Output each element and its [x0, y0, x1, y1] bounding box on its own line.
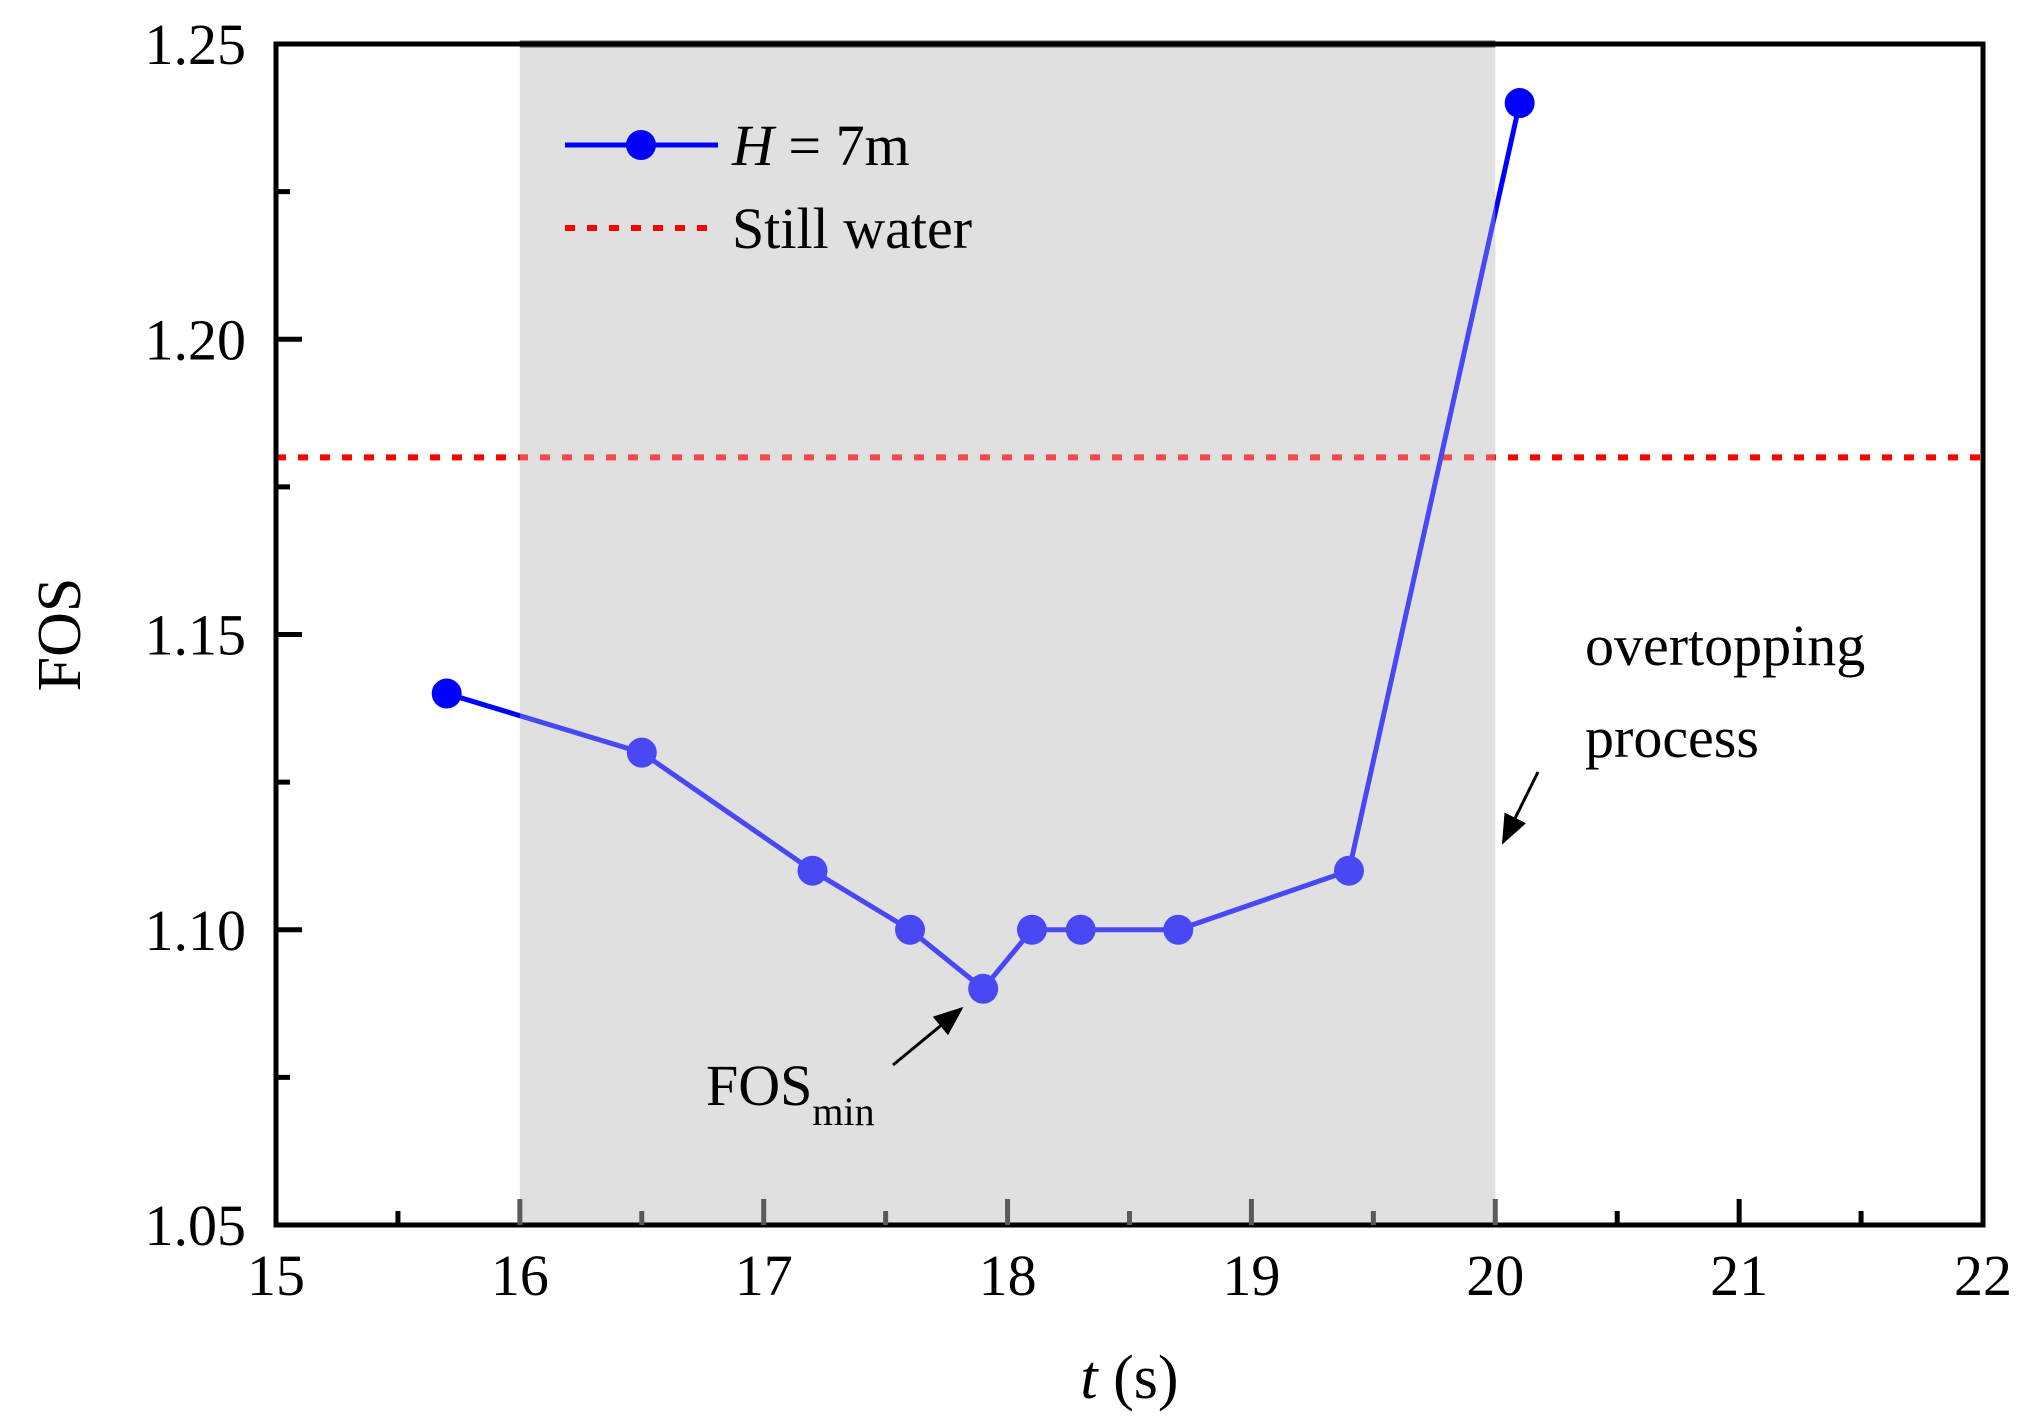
data-point-8 — [1333, 855, 1364, 886]
fos-min-arrow — [892, 1006, 964, 1067]
data-point-5 — [1016, 914, 1047, 945]
x-tick-label: 16 — [491, 1243, 549, 1308]
x-tick-label: 15 — [247, 1243, 305, 1308]
x-tick-label: 21 — [1710, 1243, 1768, 1308]
y-tick-label: 1.10 — [145, 898, 247, 963]
y-tick-label: 1.15 — [145, 603, 247, 668]
x-axis-title: t (s) — [1080, 1344, 1178, 1412]
data-point-2 — [797, 855, 828, 886]
legend-series-var: H — [731, 113, 777, 178]
data-point-6 — [1065, 914, 1096, 945]
fos-min-sub: min — [812, 1089, 874, 1134]
y-tick-label: 1.25 — [145, 12, 247, 77]
overtopping-region-tint — [519, 44, 1496, 1225]
x-tick-label: 20 — [1466, 1243, 1524, 1308]
y-tick-label: 1.05 — [145, 1193, 247, 1258]
x-tick-label: 18 — [979, 1243, 1037, 1308]
x-axis-variable: t — [1080, 1344, 1099, 1412]
data-point-4 — [968, 973, 999, 1004]
legend-series-label: H = 7m — [731, 113, 910, 178]
y-tick-label: 1.20 — [145, 307, 247, 372]
overtopping-arrow — [1501, 771, 1540, 845]
legend-series-rest: = 7m — [774, 113, 910, 178]
legend-series-marker — [626, 130, 656, 160]
legend-still-water-label: Still water — [732, 196, 972, 261]
overtopping-label-line2: process — [1585, 705, 1759, 770]
overtopping-label-line1: overtopping — [1585, 613, 1865, 678]
x-tick-label: 22 — [1954, 1243, 2012, 1308]
data-point-9 — [1504, 88, 1535, 119]
data-point-3 — [895, 914, 926, 945]
x-tick-label: 19 — [1222, 1243, 1280, 1308]
x-axis-unit: (s) — [1113, 1344, 1178, 1412]
fos-min-main: FOS — [706, 1053, 812, 1118]
data-point-0 — [431, 678, 462, 709]
y-axis-title: FOS — [26, 578, 94, 692]
series-line-h7m — [445, 102, 1523, 992]
data-point-7 — [1163, 914, 1194, 945]
data-point-1 — [626, 737, 657, 768]
overtopping-shaded-region — [519, 44, 1496, 1225]
x-tick-label: 17 — [735, 1243, 793, 1308]
fos-min-label: FOSmin — [706, 1053, 875, 1134]
